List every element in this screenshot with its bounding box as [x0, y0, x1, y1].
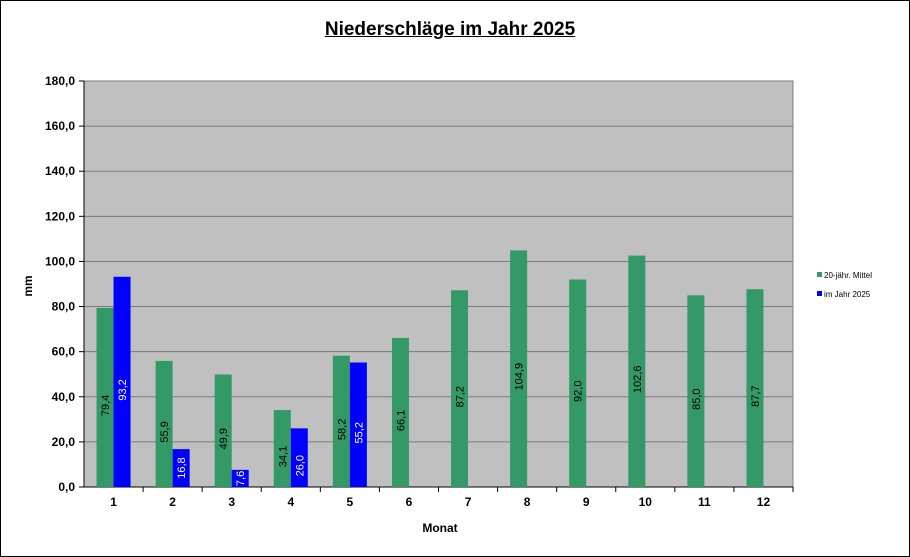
x-axis-label: Monat: [422, 521, 457, 535]
bar-mittel: [628, 255, 646, 487]
y-tick-label: 40,0: [52, 390, 76, 404]
data-label: 34,1: [277, 446, 289, 467]
chart-title: Niederschläge im Jahr 2025: [324, 19, 576, 40]
legend-label: 20-jähr. Mittel: [824, 271, 872, 280]
legend-swatch: [817, 272, 822, 277]
bar-mittel: [273, 410, 291, 487]
bar-mittel: [214, 374, 232, 487]
x-tick-label: 3: [228, 495, 235, 509]
data-label: 92,0: [573, 381, 585, 402]
bar-jahr: [349, 362, 367, 487]
data-label: 58,2: [336, 419, 348, 440]
y-tick-label: 120,0: [45, 209, 75, 223]
y-tick-label: 20,0: [52, 435, 76, 449]
data-label: 7,6: [235, 471, 247, 486]
data-label: 55,2: [353, 422, 365, 443]
bar-mittel: [96, 307, 114, 487]
data-label: 87,7: [750, 385, 762, 406]
x-tick-label: 1: [110, 495, 117, 509]
y-tick-label: 180,0: [45, 74, 75, 88]
bar-mittel: [569, 279, 587, 487]
y-tick-label: 0,0: [58, 480, 75, 494]
x-tick-label: 7: [465, 495, 472, 509]
bar-jahr: [231, 469, 249, 487]
y-tick-label: 140,0: [45, 164, 75, 178]
data-label: 104,9: [514, 363, 526, 391]
x-tick-label: 11: [698, 495, 711, 509]
legend: 20-jähr. Mittel im Jahr 2025: [817, 271, 872, 299]
data-label: 16,8: [176, 457, 188, 478]
bar-mittel: [451, 290, 469, 487]
data-label: 66,1: [395, 410, 407, 431]
bar-mittel: [155, 360, 173, 487]
data-label: 93,2: [117, 379, 129, 400]
legend-label: im Jahr 2025: [824, 290, 871, 299]
bar-mittel: [332, 355, 350, 487]
plot-area: [83, 80, 794, 488]
y-axis-label: mm: [21, 275, 35, 296]
bar-jahr: [113, 276, 131, 487]
bar-jahr: [172, 449, 190, 487]
x-tick-label: 9: [583, 495, 590, 509]
x-tick-label: 8: [524, 495, 531, 509]
data-label: 87,2: [455, 386, 467, 407]
x-tick-label: 2: [169, 495, 176, 509]
data-label: 85,0: [691, 388, 703, 409]
y-tick-label: 160,0: [45, 119, 75, 133]
bar-mittel: [746, 289, 764, 487]
x-tick-label: 6: [406, 495, 413, 509]
x-tick-label: 12: [757, 495, 771, 509]
x-tick-label: 5: [347, 495, 354, 509]
x-tick-label: 10: [639, 495, 653, 509]
data-label: 79,4: [100, 395, 112, 416]
y-tick-label: 60,0: [52, 345, 76, 359]
bar-jahr: [290, 428, 308, 487]
data-label: 26,0: [294, 455, 306, 476]
y-tick-label: 80,0: [52, 300, 76, 314]
data-label: 102,6: [632, 366, 644, 394]
bar-mittel: [510, 250, 528, 487]
data-label: 49,9: [218, 428, 230, 449]
x-tick-label: 4: [287, 495, 294, 509]
bar-mittel: [687, 295, 705, 487]
data-label: 55,9: [159, 421, 171, 442]
y-tick-label: 100,0: [45, 254, 75, 268]
bar-mittel: [391, 337, 409, 487]
legend-swatch: [817, 291, 822, 296]
